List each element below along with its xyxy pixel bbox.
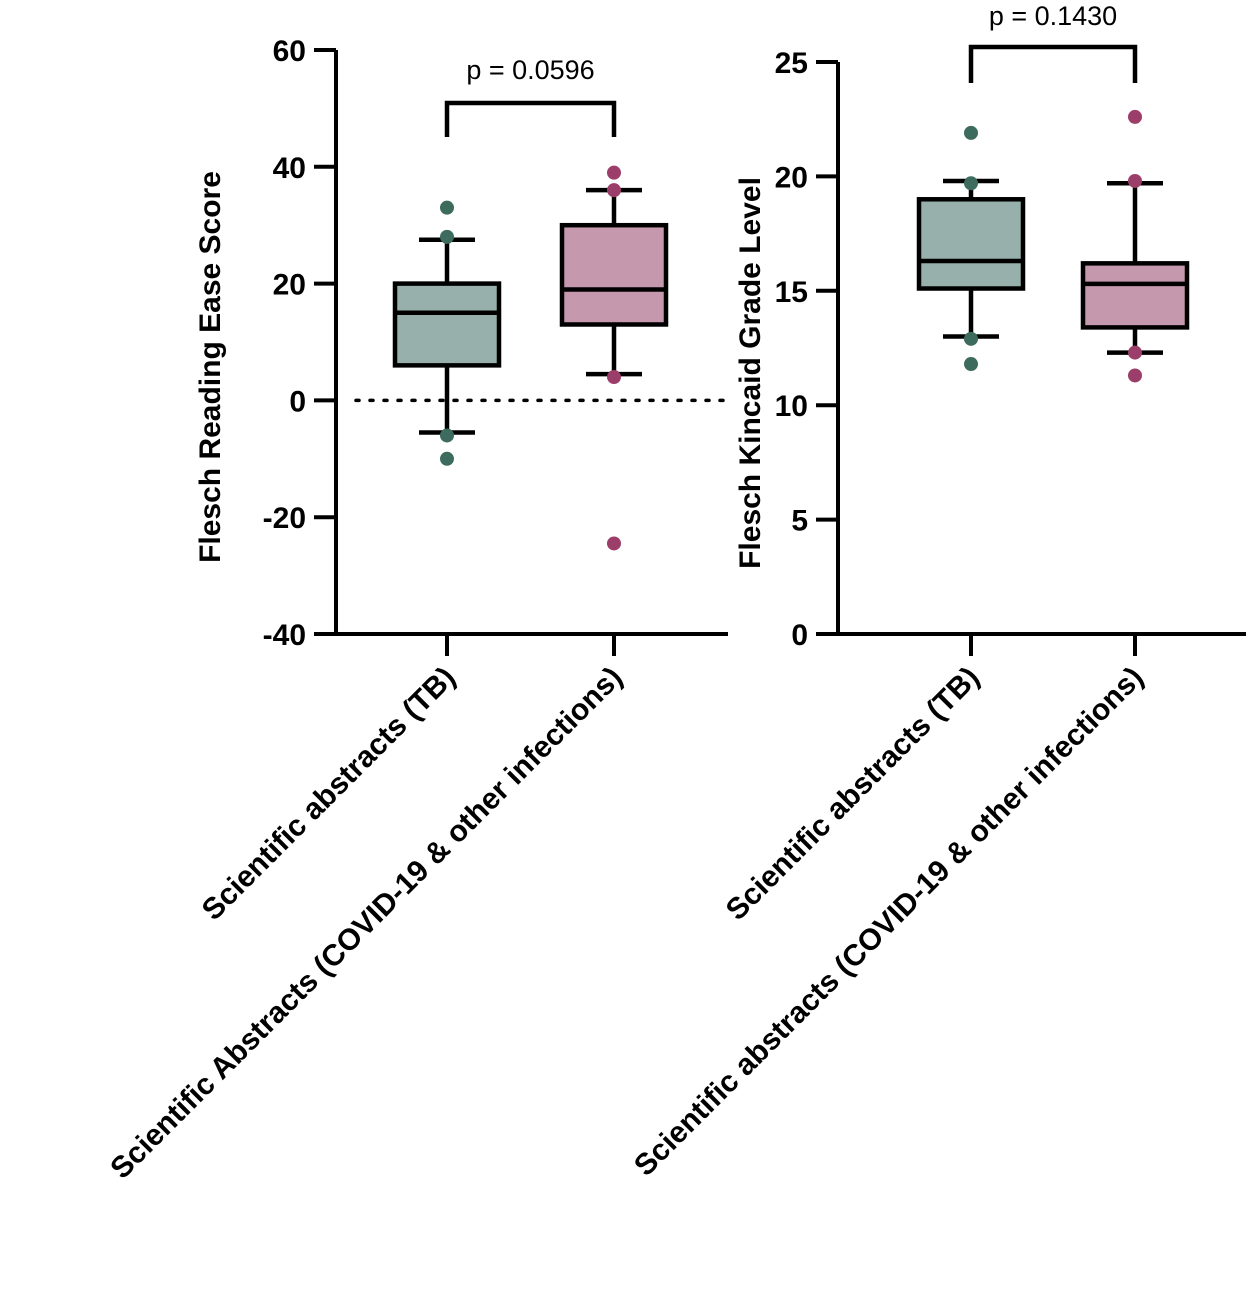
box-iqr [1080,261,1190,330]
y-tick-label: 40 [273,152,306,185]
p-value-label: p = 0.1430 [989,1,1117,31]
outlier-point [607,165,621,180]
outlier-point [440,451,454,466]
box-iqr [559,222,669,327]
outlier-point [964,125,978,140]
y-tick-label: 25 [775,47,808,80]
y-tick-label: 5 [791,505,808,538]
outlier-point [964,176,978,191]
outlier-point [964,357,978,372]
significance-bracket [444,100,617,137]
y-tick-label: 20 [775,161,808,194]
y-tick-label: -40 [263,619,306,652]
outlier-point [607,370,621,385]
outlier-point [440,229,454,244]
y-tick-label: 15 [775,276,808,309]
y-tick-label: 60 [273,35,306,68]
y-tick-label: 0 [289,385,306,418]
outlier-point [964,331,978,346]
outlier-point [1128,345,1142,360]
outlier-point [607,536,621,551]
y-tick-label: 0 [791,619,808,652]
outlier-point [1128,368,1142,383]
y-tick-label: 10 [775,390,808,423]
y-tick-label: 20 [273,269,306,302]
outlier-point [1128,109,1142,124]
significance-bracket [968,44,1138,83]
y-tick-label: -20 [263,502,306,535]
y-axis-title: Flesch Reading Ease Score [194,171,227,563]
p-value-label: p = 0.0596 [466,55,594,85]
outlier-point [440,200,454,215]
y-axis-title: Flesch Kincaid Grade Level [734,177,767,569]
outlier-point [440,428,454,443]
box-iqr [916,197,1026,291]
outlier-point [1128,173,1142,188]
box-iqr [392,281,502,368]
outlier-point [607,183,621,198]
